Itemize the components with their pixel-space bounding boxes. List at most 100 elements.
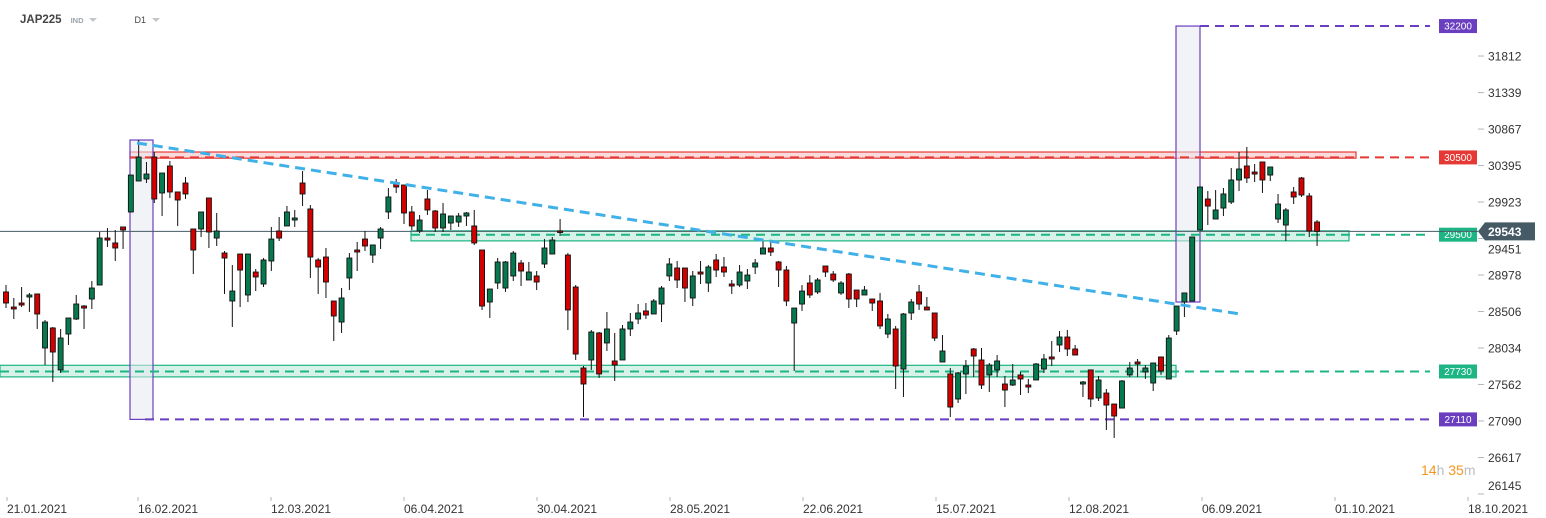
candle-body	[674, 267, 681, 281]
candle-down	[713, 254, 720, 277]
candle-body	[104, 237, 111, 241]
candle-down	[947, 368, 954, 418]
candle-up	[42, 320, 48, 365]
candle-down	[783, 265, 790, 307]
y-tick-label: 26617	[1488, 451, 1522, 465]
candle-body	[580, 367, 587, 385]
candle-body	[736, 271, 743, 286]
candle-body	[1212, 209, 1219, 220]
candle-body	[182, 182, 189, 195]
candle-body	[908, 301, 915, 314]
candle-up	[486, 288, 493, 319]
candle-body	[1298, 177, 1305, 196]
candle-down	[697, 260, 704, 285]
candle-body	[1306, 195, 1313, 232]
candle-body	[830, 273, 837, 281]
candle-up	[135, 140, 142, 182]
candle-up	[939, 335, 946, 363]
candle-body	[463, 212, 470, 217]
candle-body	[1134, 361, 1141, 365]
candle-down	[479, 249, 485, 310]
candle-body	[494, 261, 501, 284]
candle-down	[1204, 191, 1211, 226]
candle-body	[1056, 336, 1063, 346]
candle-down	[471, 209, 478, 245]
candle-up	[736, 264, 743, 288]
candle-body	[323, 256, 329, 283]
candle-up	[260, 258, 267, 288]
instrument-type-selector[interactable]: IND	[70, 15, 84, 25]
candle-up	[791, 307, 798, 371]
candle-body	[1173, 305, 1180, 332]
y-tick-label: 27562	[1488, 378, 1522, 392]
candle-body	[767, 247, 774, 253]
candle-down	[151, 152, 158, 204]
candle-body	[291, 217, 298, 221]
candle-up	[541, 239, 548, 269]
candle-body	[135, 156, 142, 182]
candle-body	[34, 293, 41, 315]
candle-body	[112, 242, 119, 249]
candle-body	[1150, 362, 1157, 384]
candle-up	[1119, 379, 1125, 409]
chevron-down-icon[interactable]	[152, 18, 160, 22]
candle-down	[1134, 358, 1141, 377]
candle-body	[447, 215, 454, 224]
candle-body	[1095, 379, 1102, 399]
candle-up	[1165, 335, 1172, 380]
candle-body	[564, 254, 571, 311]
candle-up	[510, 251, 517, 281]
candle-body	[752, 262, 759, 268]
candle-down	[1017, 371, 1024, 395]
candle-body	[635, 312, 642, 320]
candle-body	[572, 286, 579, 355]
countdown-hours-unit: h	[1436, 462, 1445, 478]
candle-body	[1181, 292, 1188, 303]
candle-body	[1087, 369, 1094, 400]
candle-down	[1103, 389, 1110, 430]
candle-body	[791, 307, 798, 324]
candle-body	[96, 237, 103, 286]
candle-body	[57, 337, 64, 371]
candle-up	[96, 231, 103, 286]
candle-body	[1290, 191, 1297, 198]
candle-up	[447, 215, 454, 230]
candle-down	[681, 267, 688, 303]
candle-down	[721, 257, 727, 277]
candle-up	[689, 271, 696, 307]
chevron-down-icon[interactable]	[89, 18, 98, 22]
candle-body	[502, 261, 509, 289]
candle-body	[190, 228, 197, 251]
candle-body	[369, 244, 376, 256]
candle-body	[799, 290, 805, 305]
candle-up	[994, 355, 1001, 377]
candle-body	[1103, 392, 1110, 406]
level-label: 32200	[1439, 19, 1477, 34]
candle-body	[416, 219, 423, 232]
candle-body	[1259, 161, 1266, 181]
x-tick-label: 16.02.2021	[138, 502, 198, 516]
candle-body	[1165, 337, 1172, 380]
candle-up	[962, 359, 969, 395]
candle-up	[143, 161, 150, 183]
candle-body	[65, 317, 72, 335]
candle-body	[728, 283, 735, 287]
y-tick-label: 31812	[1488, 50, 1522, 64]
candle-down	[182, 176, 189, 199]
candle-up	[588, 329, 595, 370]
candle-down	[806, 275, 813, 298]
y-tick-label: 31339	[1488, 86, 1522, 100]
candle-down	[877, 292, 883, 329]
candle-body	[814, 279, 821, 293]
candle-body	[916, 291, 923, 305]
candle-up	[494, 258, 501, 290]
candle-down	[1087, 369, 1094, 408]
candle-down	[432, 209, 439, 232]
candle-up	[440, 203, 446, 232]
timeframe-selector[interactable]: D1	[134, 15, 146, 25]
candle-up	[159, 172, 166, 216]
candle-down	[775, 260, 782, 288]
candle-body	[1142, 367, 1149, 373]
candle-body	[1126, 367, 1133, 376]
